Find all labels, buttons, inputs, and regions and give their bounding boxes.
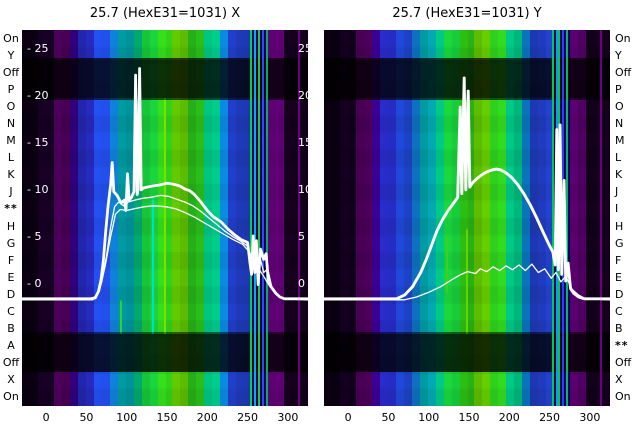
x-tick-label: 50 [381,411,396,424]
y-tick-label: - 10 [27,182,49,196]
y-tick-label: - 0 [27,276,42,290]
channel-label-l: L [615,151,622,165]
channel-label-b: B [7,322,15,336]
channel-label-on: On [3,31,19,45]
channel-label-e: E [7,270,15,284]
x-tick-label: 0 [42,411,50,424]
heatmap-canvas-x [22,30,308,406]
x-tick-label: 250 [237,411,259,424]
channel-label-d: D [615,287,624,301]
channel-label-p: P [615,82,622,96]
channel-label-o: O [6,99,16,113]
x-tick-label: 250 [539,411,561,424]
y-tick-label: 10 [298,182,312,196]
plot-title-y: 25.7 (HexE31=1031) Y [392,6,542,21]
x-tick-label: 200 [498,411,520,424]
channel-label-m: M [615,134,625,148]
y-tick-label: - 20 [27,88,49,102]
channel-label-on: On [3,390,19,404]
channel-label-off: Off [2,356,20,370]
selected-channel-marker: ** [615,339,629,353]
channel-label-j: J [615,185,619,199]
y-tick-label: 20 [298,88,312,102]
x-tick-label: 150 [156,411,178,424]
channel-label-c: C [7,305,15,318]
x-tick-label: 50 [79,411,94,424]
profile-curve-secondary-profile-1 [21,194,309,301]
x-tick-label: 150 [458,411,480,424]
plot-title-x: 25.7 (HexE31=1031) X [89,6,241,21]
channel-label-y: Y [7,48,15,62]
channel-label-x: X [7,373,15,387]
profile-curve-main-profile [20,67,310,301]
channel-label-off: Off [615,356,632,370]
plot-y: 25 20 15 10 5 0 0 50 100 150 200 250 300 [298,30,612,424]
channel-label-n: N [615,117,624,130]
profile-curve-secondary-profile-2 [21,205,309,301]
channel-label-l: L [7,151,15,165]
x-tick-label: 300 [277,411,299,424]
channel-label-p: P [7,82,15,96]
y-tick-label: 0 [298,276,305,290]
channel-label-h: H [6,219,16,233]
channel-label-h: H [615,219,624,233]
y-tick-label: - 5 [27,229,42,243]
y-tick-label: - 15 [27,135,49,149]
y-tick-label: 25 [298,41,312,55]
channel-label-o: O [615,99,624,113]
channel-label-on: On [615,31,631,45]
plot-x: - 25- 20- 15- 10- 5- 0 0 50 100 150 200 250 300 [20,30,310,424]
channel-label-d: D [6,287,16,301]
channel-label-j: J [9,185,13,199]
x-tick-label: 100 [116,411,138,424]
channel-label-off: Off [2,65,20,79]
channel-label-f: F [7,253,15,267]
x-tick-label: 0 [344,411,352,424]
x-tick-label: 200 [196,411,218,424]
channel-label-c: C [615,305,623,318]
channel-label-on: On [615,390,631,404]
channel-label-b: B [615,322,623,336]
channel-label-f: F [615,253,622,267]
channel-label-m: M [6,134,16,148]
channel-label-e: E [615,270,622,284]
profile-curve-secondary-profile-1 [323,263,611,301]
y-tick-label: - 25 [27,41,49,55]
channel-label-y: Y [615,48,622,62]
channel-label-g: G [615,236,624,250]
y-tick-label: 5 [298,229,305,243]
profile-curve-main-profile [322,76,612,301]
x-tick-label: 100 [418,411,440,424]
channel-label-i: I [615,202,619,216]
channel-label-a: A [7,339,15,353]
channel-label-k: K [615,168,623,182]
profile-overlay-y [322,76,612,301]
x-tick-label: 300 [579,411,601,424]
profile-overlay-x [20,67,310,301]
channel-label-n: N [6,117,16,130]
channel-label-x: X [615,373,623,387]
y-tick-label: 15 [298,135,312,149]
channel-label-k: K [7,168,15,182]
channel-label-g: G [6,236,16,250]
channel-label-off: Off [615,65,632,79]
selected-channel-marker: ** [4,202,18,216]
